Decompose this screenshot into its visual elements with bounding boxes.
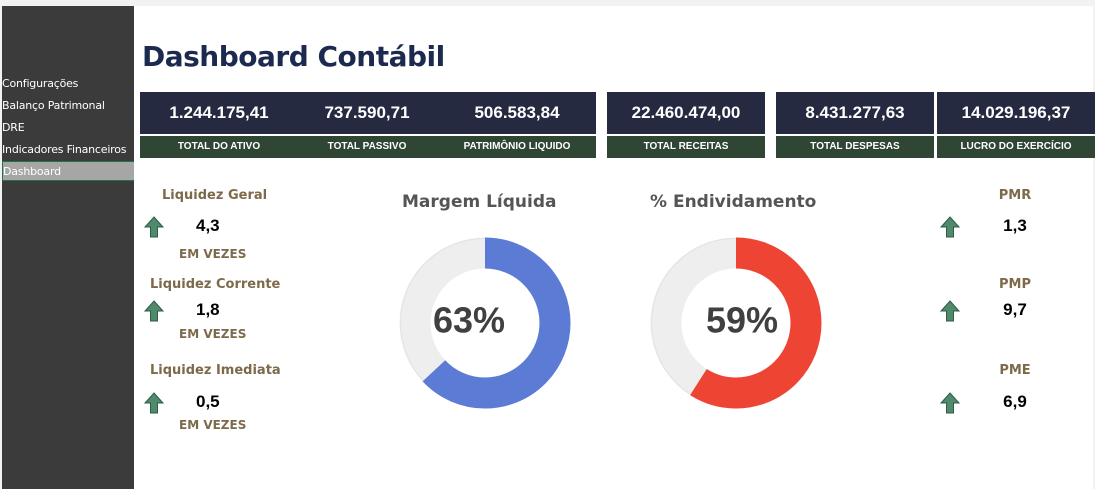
page-title: Dashboard Contábil xyxy=(142,40,445,73)
liquidez-geral-label: Liquidez Geral xyxy=(162,188,268,203)
donut-value-label: 59% xyxy=(706,300,778,341)
liquidez-corrente-unit: EM VEZES xyxy=(179,327,247,341)
pmp-label: PMP xyxy=(999,277,1031,292)
sidebar: Configurações Balanço Patrimonal DRE Ind… xyxy=(2,6,135,489)
donut-arc xyxy=(399,237,571,409)
margem-liquida-donut: 63% xyxy=(399,237,571,409)
sidebar-item-dre[interactable]: DRE xyxy=(2,121,25,134)
donut-hole xyxy=(431,269,539,377)
liquidez-imediata-label: Liquidez Imediata xyxy=(150,363,281,378)
margem-liquida-title: Margem Líquida xyxy=(402,192,557,212)
kpi-card-total-despesas: 8.431.277,63 TOTAL DESPESAS xyxy=(776,92,934,158)
sidebar-item-configuracoes[interactable]: Configurações xyxy=(2,77,79,90)
sidebar-item-dashboard[interactable]: Dashboard xyxy=(2,161,135,181)
endividamento-title: % Endividamento xyxy=(650,192,817,212)
kpi-value: 737.590,71 xyxy=(288,92,446,134)
kpi-value: 22.460.474,00 xyxy=(607,92,765,134)
kpi-label: TOTAL RECEITAS xyxy=(607,136,765,158)
pmr-label: PMR xyxy=(998,188,1032,203)
kpi-value: 8.431.277,63 xyxy=(776,92,934,134)
liquidez-geral-value: 4,3 xyxy=(196,216,220,235)
sidebar-item-indicadores-financeiros[interactable]: Indicadores Financeiros xyxy=(2,143,127,156)
arrow-up-icon xyxy=(144,392,164,414)
kpi-label: TOTAL PASSIVO xyxy=(288,136,446,158)
liquidez-geral-unit: EM VEZES xyxy=(179,247,247,261)
kpi-label: TOTAL DO ATIVO xyxy=(140,136,298,158)
dashboard-main: Dashboard Contábil 1.244.175,41 TOTAL DO… xyxy=(134,6,1095,489)
pme-label: PME xyxy=(999,363,1031,378)
liquidez-imediata-unit: EM VEZES xyxy=(179,418,247,432)
kpi-value: 506.583,84 xyxy=(438,92,596,134)
sidebar-item-balanco-patrimonal[interactable]: Balanço Patrimonal xyxy=(2,99,105,112)
donut-arc xyxy=(650,237,822,409)
arrow-up-icon xyxy=(144,300,164,322)
arrow-up-icon xyxy=(940,216,960,238)
kpi-card-total-receitas: 22.460.474,00 TOTAL RECEITAS xyxy=(607,92,765,158)
donut-hole xyxy=(682,269,790,377)
kpi-label: PATRIMÔNIO LIQUIDO xyxy=(438,136,596,158)
kpi-value: 1.244.175,41 xyxy=(140,92,298,134)
arrow-up-icon xyxy=(940,300,960,322)
pmp-value: 9,7 xyxy=(1003,300,1027,319)
kpi-label: TOTAL DESPESAS xyxy=(776,136,934,158)
pmr-value: 1,3 xyxy=(1003,216,1027,235)
kpi-card-lucro-exercicio: 14.029.196,37 LUCRO DO EXERCÍCIO xyxy=(937,92,1095,158)
kpi-card-total-ativo: 1.244.175,41 TOTAL DO ATIVO xyxy=(140,92,298,158)
arrow-up-icon xyxy=(940,392,960,414)
liquidez-imediata-value: 0,5 xyxy=(196,392,220,411)
liquidez-corrente-value: 1,8 xyxy=(196,300,220,319)
kpi-card-total-passivo: 737.590,71 TOTAL PASSIVO xyxy=(288,92,446,158)
endividamento-donut: 59% xyxy=(650,237,822,409)
sidebar-nav: Configurações Balanço Patrimonal DRE Ind… xyxy=(2,73,135,181)
donut-value-label: 63% xyxy=(433,300,505,341)
arrow-up-icon xyxy=(144,216,164,238)
kpi-card-patrimonio-liquido: 506.583,84 PATRIMÔNIO LIQUIDO xyxy=(438,92,596,158)
pme-value: 6,9 xyxy=(1003,392,1027,411)
kpi-label: LUCRO DO EXERCÍCIO xyxy=(937,136,1095,158)
kpi-value: 14.029.196,37 xyxy=(937,92,1095,134)
liquidez-corrente-label: Liquidez Corrente xyxy=(150,277,281,292)
